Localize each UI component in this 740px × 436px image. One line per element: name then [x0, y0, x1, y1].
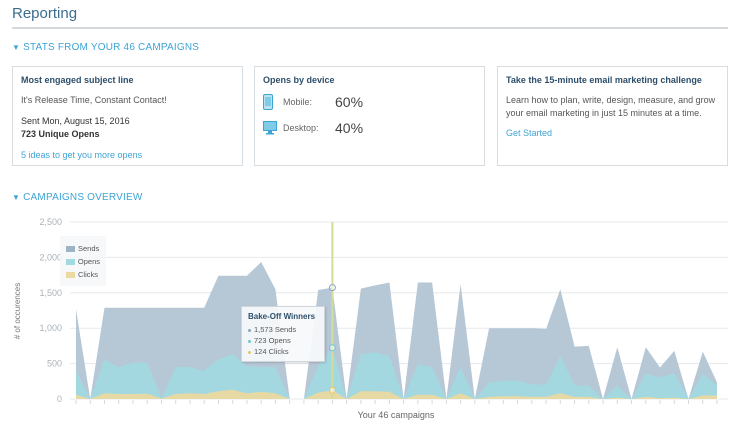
y-tick-label: 0 [57, 394, 62, 404]
tooltip-sends: 1,573 Sends [254, 325, 297, 334]
chart-legend: Sends Opens Clicks [60, 236, 106, 286]
desktop-label: Desktop: [283, 123, 319, 133]
card-title: Take the 15-minute email marketing chall… [506, 75, 702, 85]
section-label: STATS FROM YOUR 46 CAMPAIGNS [23, 42, 200, 53]
desktop-value: 40% [335, 120, 364, 136]
legend-label: Sends [78, 244, 100, 253]
page-title: Reporting [12, 5, 78, 22]
tooltip-title: Bake-Off Winners [248, 312, 316, 321]
chevron-down-icon: ▼ [12, 193, 21, 202]
stats-section-toggle[interactable]: ▼ STATS FROM YOUR 46 CAMPAIGNS [12, 42, 199, 53]
y-tick-label: 500 [47, 359, 62, 369]
chevron-down-icon: ▼ [12, 43, 21, 52]
y-axis-label: # of occurences [13, 283, 22, 339]
area-clicks [76, 389, 717, 399]
challenge-body: Learn how to plan, write, design, measur… [506, 95, 716, 118]
y-tick-label: 2,000 [39, 252, 62, 262]
tooltip-opens: 723 Opens [254, 336, 291, 345]
y-tick-label: 1,500 [39, 288, 62, 298]
get-started-link[interactable]: Get Started [506, 128, 553, 138]
ideas-link[interactable]: 5 ideas to get you more opens [21, 150, 143, 160]
legend-label: Opens [77, 257, 100, 266]
y-tick-label: 1,000 [39, 323, 62, 333]
opens-by-device-card: Opens by device Mobile: 60% Desktop: 40% [254, 66, 485, 166]
unique-opens: 723 Unique Opens [21, 129, 100, 139]
hover-point-clicks[interactable] [328, 386, 336, 394]
mobile-value: 60% [335, 94, 364, 110]
mobile-phone-icon [263, 94, 273, 110]
challenge-card: Take the 15-minute email marketing chall… [497, 66, 728, 166]
y-tick-label: 2,500 [39, 217, 62, 227]
desktop-monitor-icon [263, 121, 277, 135]
overview-section-toggle[interactable]: ▼ CAMPAIGNS OVERVIEW [12, 192, 143, 203]
card-title: Opens by device [263, 75, 335, 85]
subject-line-card: Most engaged subject line It's Release T… [12, 66, 243, 166]
section-label: CAMPAIGNS OVERVIEW [23, 192, 143, 203]
tooltip-clicks: 124 Clicks [254, 347, 289, 356]
hover-point-opens[interactable] [328, 344, 336, 352]
legend-item-sends[interactable]: Sends [66, 242, 100, 255]
mobile-label: Mobile: [283, 97, 313, 107]
chart-tooltip: Bake-Off Winners 1,573 Sends 723 Opens 1… [241, 306, 325, 362]
x-axis-label: Your 46 campaigns [358, 410, 435, 420]
legend-label: Clicks [78, 270, 98, 279]
legend-item-opens[interactable]: Opens [66, 255, 100, 268]
hover-point-sends[interactable] [328, 284, 336, 292]
divider [12, 27, 728, 29]
legend-item-clicks[interactable]: Clicks [66, 268, 100, 281]
sent-date: Sent Mon, August 15, 2016 [21, 116, 130, 126]
subject-text: It's Release Time, Constant Contact! [21, 95, 167, 105]
card-title: Most engaged subject line [21, 75, 134, 85]
area-opens [76, 347, 717, 399]
